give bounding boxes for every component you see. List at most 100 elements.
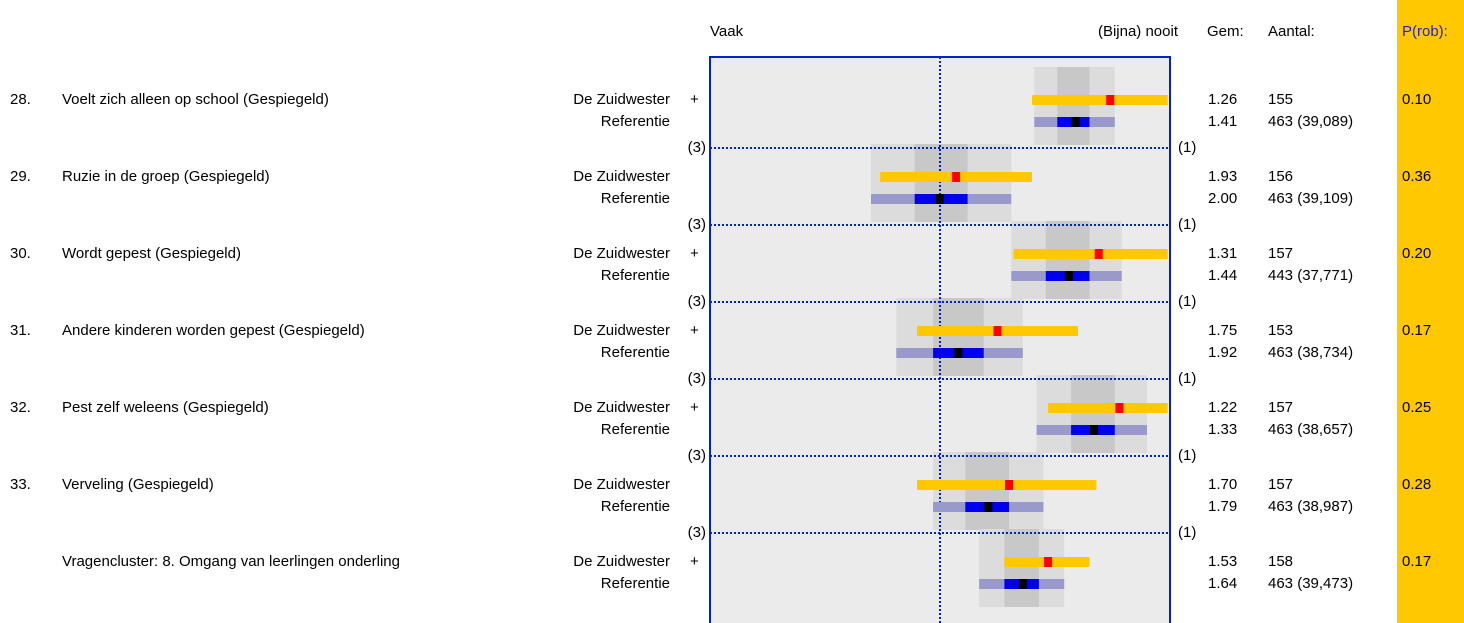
right-scale-label: (1) [1178, 293, 1196, 310]
ref-mean-label: 2.00 [1208, 190, 1237, 207]
school-mean-label: 1.31 [1208, 245, 1237, 262]
school-mean-label: 1.93 [1208, 168, 1237, 185]
ref-mean-label: 1.64 [1208, 575, 1237, 592]
gray-inner [1071, 375, 1115, 453]
row-number: 30. [10, 245, 31, 262]
left-scale-label: (3) [688, 524, 706, 541]
right-scale-label: (1) [1178, 447, 1196, 464]
school-mean [1044, 557, 1053, 567]
left-scale-label: (3) [688, 216, 706, 233]
header-left: Vaak [710, 23, 744, 40]
school-name: De Zuidwester [573, 168, 670, 185]
right-scale-label: (1) [1178, 370, 1196, 387]
question: Wordt gepest (Gespiegeld) [62, 245, 241, 262]
ref-mean-label: 1.92 [1208, 344, 1237, 361]
ref-mean-label: 1.33 [1208, 421, 1237, 438]
ref-count: 463 (38,734) [1268, 344, 1353, 361]
row-number: 33. [10, 476, 31, 493]
ref-count: 463 (39,473) [1268, 575, 1353, 592]
left-scale-label: (3) [688, 447, 706, 464]
school-mean-label: 1.26 [1208, 91, 1237, 108]
reference-name: Referentie [601, 190, 670, 207]
question: Verveling (Gespiegeld) [62, 476, 214, 493]
school-mean-label: 1.53 [1208, 553, 1237, 570]
p-value: 0.17 [1402, 553, 1431, 570]
reference-name: Referentie [601, 113, 670, 130]
row-number: 32. [10, 399, 31, 416]
p-value: 0.10 [1402, 91, 1431, 108]
flag: + [690, 399, 699, 416]
school-mean [1106, 95, 1115, 105]
ref-mean [1090, 425, 1099, 435]
p-value: 0.28 [1402, 476, 1431, 493]
school-range [1013, 249, 1168, 259]
p-value: 0.36 [1402, 168, 1431, 185]
plot-frame [709, 56, 1171, 623]
school-mean [1115, 403, 1124, 413]
ref-mean [984, 502, 993, 512]
gray-inner [933, 298, 984, 376]
gray-inner [1045, 221, 1090, 299]
p-column [1397, 0, 1464, 623]
ref-mean [1064, 271, 1073, 281]
school-count: 157 [1268, 476, 1293, 493]
ref-mean [1071, 117, 1080, 127]
reference-name: Referentie [601, 575, 670, 592]
ref-count: 443 (37,771) [1268, 267, 1353, 284]
ref-mean-label: 1.44 [1208, 267, 1237, 284]
ref-mean-label: 1.41 [1208, 113, 1237, 130]
left-scale-label: (3) [688, 370, 706, 387]
ref-mean [954, 348, 963, 358]
school-count: 155 [1268, 91, 1293, 108]
left-scale-label: (3) [688, 293, 706, 310]
school-count: 157 [1268, 399, 1293, 416]
school-mean-label: 1.70 [1208, 476, 1237, 493]
right-scale-label: (1) [1178, 524, 1196, 541]
school-count: 158 [1268, 553, 1293, 570]
row-number: 29. [10, 168, 31, 185]
flag: + [690, 322, 699, 339]
school-range [1048, 403, 1168, 413]
reference-name: Referentie [601, 498, 670, 515]
ref-count: 463 (38,987) [1268, 498, 1353, 515]
ref-mean-label: 1.79 [1208, 498, 1237, 515]
ref-count: 463 (39,109) [1268, 190, 1353, 207]
ref-mean [1018, 579, 1027, 589]
reference-name: Referentie [601, 267, 670, 284]
ref-count: 463 (38,657) [1268, 421, 1353, 438]
gray-inner [1004, 529, 1039, 607]
question: Ruzie in de groep (Gespiegeld) [62, 168, 270, 185]
school-name: De Zuidwester [573, 553, 670, 570]
question: Andere kinderen worden gepest (Gespiegel… [62, 322, 365, 339]
school-count: 157 [1268, 245, 1293, 262]
school-name: De Zuidwester [573, 245, 670, 262]
left-scale-label: (3) [688, 139, 706, 156]
school-name: De Zuidwester [573, 476, 670, 493]
school-name: De Zuidwester [573, 322, 670, 339]
school-mean-label: 1.22 [1208, 399, 1237, 416]
school-mean [952, 172, 961, 182]
right-scale-label: (1) [1178, 139, 1196, 156]
school-count: 153 [1268, 322, 1293, 339]
flag: + [690, 245, 699, 262]
question: Voelt zich alleen op school (Gespiegeld) [62, 91, 329, 108]
p-value: 0.25 [1402, 399, 1431, 416]
row-number: 28. [10, 91, 31, 108]
school-count: 156 [1268, 168, 1293, 185]
row-number: 31. [10, 322, 31, 339]
gray-inner [965, 452, 1009, 530]
question: Vragencluster: 8. Omgang van leerlingen … [62, 553, 400, 570]
reference-name: Referentie [601, 344, 670, 361]
gray-inner [914, 144, 968, 222]
school-mean [1005, 480, 1013, 490]
header-p: P(rob): [1402, 23, 1448, 40]
school-mean [993, 326, 1002, 336]
header-right: (Bijna) nooit [1098, 23, 1179, 40]
school-range [1032, 95, 1168, 105]
question: Pest zelf weleens (Gespiegeld) [62, 399, 269, 416]
school-name: De Zuidwester [573, 399, 670, 416]
right-scale-label: (1) [1178, 216, 1196, 233]
gray-inner [1057, 67, 1090, 145]
header-count: Aantal: [1268, 23, 1315, 40]
